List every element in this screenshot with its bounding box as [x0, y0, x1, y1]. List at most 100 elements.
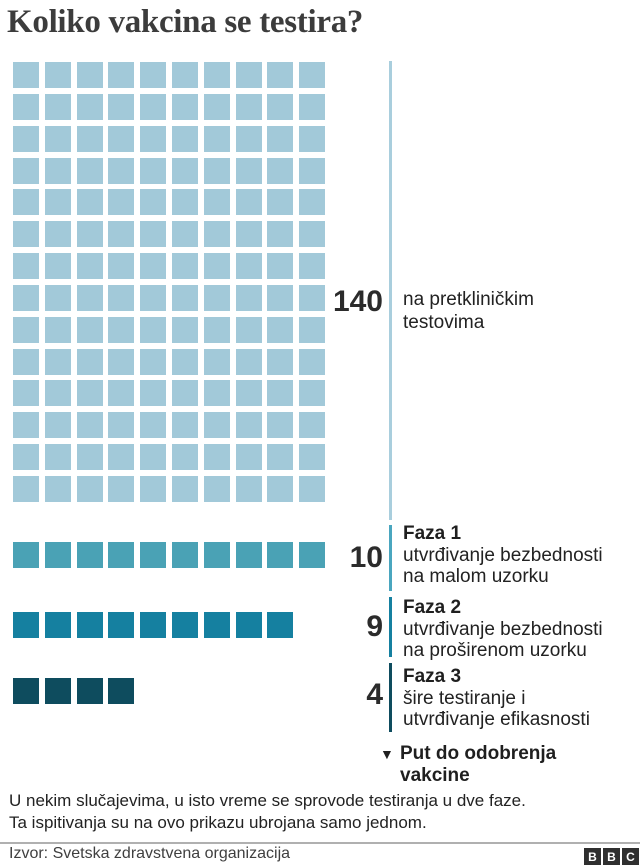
waffle-square — [171, 380, 198, 407]
waffle-square — [235, 221, 262, 248]
label-line: utvrđivanje bezbednosti — [403, 618, 603, 640]
waffle-square — [235, 444, 262, 471]
annotation-line: vakcine — [400, 765, 470, 786]
waffle-square — [140, 125, 167, 152]
waffle-square — [267, 542, 294, 568]
waffle-square — [203, 157, 230, 184]
count-faza-1: 10 — [349, 541, 383, 574]
phase-heading: Faza 3 — [403, 666, 462, 687]
waffle-square — [171, 284, 198, 311]
label-faza-1: Faza 1 utvrđivanje bezbednosti na malom … — [403, 523, 635, 588]
axis-line-preclinical — [389, 61, 392, 520]
label-line: na pretkliničkim — [403, 289, 534, 310]
waffle-square — [13, 612, 39, 638]
count-faza-3: 4 — [366, 678, 383, 711]
waffle-square — [203, 475, 230, 502]
waffle-square — [299, 93, 326, 120]
waffle-grid-preclinical — [13, 62, 326, 502]
waffle-square — [203, 612, 230, 638]
waffle-square — [108, 475, 135, 502]
waffle-square — [108, 157, 135, 184]
waffle-square — [171, 444, 198, 471]
waffle-square — [203, 380, 230, 407]
waffle-square — [203, 316, 230, 343]
label-preclinical: na pretkliničkim testovima — [403, 288, 635, 334]
count-preclinical: 140 — [332, 285, 383, 318]
waffle-square — [267, 62, 294, 88]
waffle-square — [203, 348, 230, 375]
waffle-square — [13, 348, 39, 375]
waffle-square — [299, 444, 326, 471]
bbc-logo-block: B — [603, 848, 620, 865]
waffle-square — [13, 316, 39, 343]
waffle-square — [140, 316, 167, 343]
waffle-square — [108, 253, 135, 280]
label-faza-2: Faza 2 utvrđivanje bezbednosti na prošir… — [403, 597, 635, 662]
waffle-square — [299, 316, 326, 343]
waffle-square — [44, 125, 71, 152]
waffle-square — [203, 253, 230, 280]
waffle-square — [44, 93, 71, 120]
waffle-square — [203, 125, 230, 152]
waffle-square — [267, 221, 294, 248]
waffle-square — [171, 62, 198, 88]
waffle-grid-faza-1 — [13, 542, 326, 568]
waffle-square — [140, 189, 167, 216]
waffle-grid-faza-3 — [13, 678, 325, 704]
waffle-square — [171, 189, 198, 216]
waffle-square — [76, 284, 103, 311]
phase-heading: Faza 2 — [403, 597, 462, 618]
waffle-square — [76, 612, 103, 638]
down-triangle-icon: ▼ — [380, 746, 394, 762]
waffle-square — [171, 542, 198, 568]
footnote-line: Ta ispitivanja su na ovo prikazu ubrojan… — [9, 812, 427, 832]
waffle-square — [267, 348, 294, 375]
waffle-square — [108, 62, 135, 88]
waffle-square — [203, 444, 230, 471]
waffle-square — [299, 542, 326, 568]
axis-line-faza-2 — [389, 597, 392, 657]
waffle-square — [140, 475, 167, 502]
waffle-square — [44, 612, 71, 638]
waffle-square — [203, 542, 230, 568]
waffle-square — [299, 62, 326, 88]
waffle-square — [203, 93, 230, 120]
waffle-square — [76, 189, 103, 216]
waffle-square — [108, 542, 135, 568]
waffle-square — [13, 93, 39, 120]
waffle-square — [44, 157, 71, 184]
waffle-square — [171, 348, 198, 375]
waffle-square — [235, 380, 262, 407]
waffle-square — [76, 62, 103, 88]
waffle-square — [171, 157, 198, 184]
waffle-square — [171, 253, 198, 280]
footnote: U nekim slučajevima, u isto vreme se spr… — [9, 790, 633, 833]
waffle-square — [299, 348, 326, 375]
waffle-square — [299, 380, 326, 407]
waffle-square — [171, 316, 198, 343]
waffle-square — [235, 125, 262, 152]
waffle-square — [299, 284, 326, 311]
waffle-square — [140, 253, 167, 280]
source-credit: Izvor: Svetska zdravstvena organizacija — [9, 845, 291, 862]
waffle-square — [299, 412, 326, 439]
waffle-square — [108, 93, 135, 120]
bbc-logo-block: C — [622, 848, 639, 865]
waffle-square — [13, 475, 39, 502]
waffle-square — [267, 189, 294, 216]
waffle-square — [76, 348, 103, 375]
waffle-square — [108, 444, 135, 471]
waffle-square — [171, 221, 198, 248]
bbc-logo: B B C — [584, 848, 639, 865]
waffle-square — [140, 380, 167, 407]
waffle-square — [44, 62, 71, 88]
waffle-square — [44, 316, 71, 343]
waffle-square — [171, 612, 198, 638]
waffle-square — [108, 678, 135, 704]
waffle-square — [76, 475, 103, 502]
waffle-square — [76, 678, 103, 704]
waffle-square — [13, 542, 39, 568]
waffle-square — [108, 189, 135, 216]
waffle-square — [203, 221, 230, 248]
